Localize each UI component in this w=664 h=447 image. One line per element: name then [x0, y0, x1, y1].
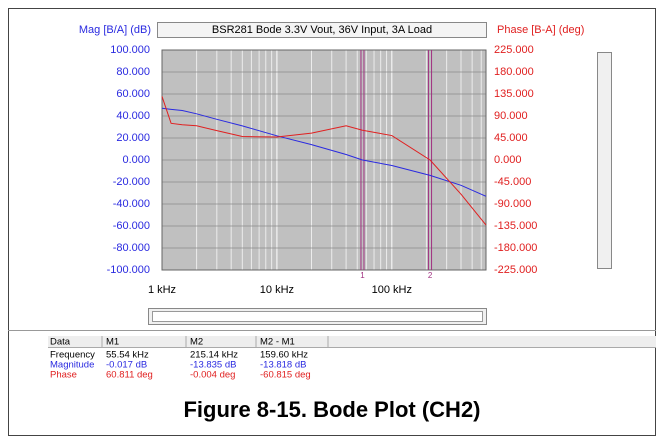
table-cell: -13.835 dB — [190, 360, 236, 371]
marker-label: 1 — [360, 271, 365, 280]
y2-tick-label: -180.000 — [494, 242, 537, 254]
y2-tick-label: -135.000 — [494, 220, 537, 232]
y2-tick-label: 180.000 — [494, 66, 534, 78]
y2-tick-label: 225.000 — [494, 44, 534, 56]
table-cell: 55.54 kHz — [106, 350, 149, 361]
h-scroll-thumb[interactable] — [152, 311, 483, 322]
y2-tick-label: -90.000 — [494, 198, 531, 210]
plot-border — [161, 49, 487, 271]
x-tick-label: 10 kHz — [260, 284, 294, 296]
chart-title: BSR281 Bode 3.3V Vout, 36V Input, 3A Loa… — [212, 24, 432, 36]
table-cell: 159.60 kHz — [260, 350, 308, 361]
table-cell: -13.818 dB — [260, 360, 306, 371]
y-tick-label: -80.000 — [113, 242, 150, 254]
y-axis-label: Mag [B/A] (dB) — [79, 24, 151, 36]
series-line — [161, 107, 487, 197]
y-tick-label: -40.000 — [113, 198, 150, 210]
table-cell: Phase — [50, 370, 77, 381]
y-tick-label: 0.000 — [122, 154, 150, 166]
y-tick-label: 40.000 — [116, 110, 150, 122]
y-tick-label: -20.000 — [113, 176, 150, 188]
y-tick-label: 60.000 — [116, 88, 150, 100]
caption: Figure 8-15. Bode Plot (CH2) — [183, 397, 480, 422]
y-tick-label: -60.000 — [113, 220, 150, 232]
table-cell: Frequency — [50, 350, 95, 361]
table-header: Data — [50, 337, 71, 348]
x-tick-label: 100 kHz — [372, 284, 412, 296]
y2-tick-label: 45.000 — [494, 132, 528, 144]
y2-tick-label: -45.000 — [494, 176, 531, 188]
y2-tick-label: 90.000 — [494, 110, 528, 122]
v-scrollbar[interactable] — [597, 52, 612, 269]
table-cell: 60.811 deg — [106, 370, 153, 381]
marker-label: 2 — [428, 271, 433, 280]
table-header: M2 — [190, 337, 203, 348]
x-tick-label: 1 kHz — [148, 284, 176, 296]
table-header: M2 - M1 — [260, 337, 295, 348]
table-cell: -0.004 deg — [190, 370, 235, 381]
series-line — [161, 96, 487, 226]
table-cell: -0.017 dB — [106, 360, 147, 371]
y2-tick-label: 0.000 — [494, 154, 522, 166]
y-tick-label: 100.000 — [110, 44, 150, 56]
title-box — [157, 22, 487, 38]
table-cell: Magnitude — [50, 360, 94, 371]
y-tick-label: 80.000 — [116, 66, 150, 78]
y-tick-label: -100.000 — [107, 264, 150, 276]
table-header: M1 — [106, 337, 119, 348]
y2-axis-label: Phase [B-A] (deg) — [497, 24, 584, 36]
table-cell: 215.14 kHz — [190, 350, 238, 361]
table-header-bg — [48, 336, 656, 347]
y2-tick-label: 135.000 — [494, 88, 534, 100]
table-cell: -60.815 deg — [260, 370, 311, 381]
y2-tick-label: -225.000 — [494, 264, 537, 276]
y-tick-label: 20.000 — [116, 132, 150, 144]
